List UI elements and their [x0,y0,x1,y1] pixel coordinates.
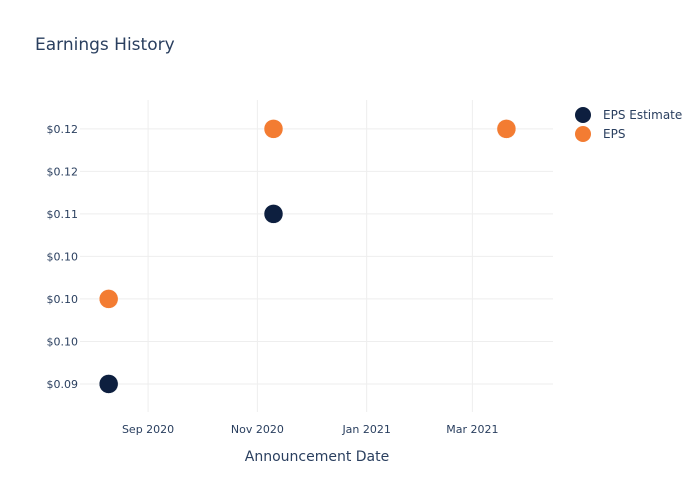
x-axis-title: Announcement Date [245,449,389,465]
grid-layer [80,100,553,412]
y-tick-label: $0.10 [47,250,79,263]
y-axis-ticks: $0.09 $0.10 $0.10 $0.10 $0.11 $0.12 $0.12 [47,123,79,391]
legend-marker [575,107,591,123]
legend[interactable]: EPS Estimate EPS [575,107,682,142]
y-tick-label: $0.12 [47,165,79,178]
legend-item[interactable]: EPS Estimate [575,107,682,123]
point-eps[interactable] [496,119,517,139]
point-eps-estimate[interactable] [263,204,284,224]
y-tick-label: $0.12 [47,123,79,136]
x-tick-label: Nov 2020 [231,423,284,436]
x-tick-label: Mar 2021 [446,423,498,436]
chart-title: Earnings History [35,35,175,55]
point-eps-estimate[interactable] [98,374,119,394]
legend-label: EPS Estimate [603,108,682,122]
x-tick-label: Sep 2020 [122,423,174,436]
y-tick-label: $0.09 [47,378,79,391]
data-points [98,119,517,394]
point-eps[interactable] [98,289,119,309]
x-axis-ticks: Sep 2020 Nov 2020 Jan 2021 Mar 2021 [122,423,499,436]
y-tick-label: $0.10 [47,293,79,306]
x-tick-label: Jan 2021 [341,423,390,436]
y-tick-label: $0.11 [47,208,79,221]
legend-marker [575,126,591,142]
point-eps[interactable] [263,119,284,139]
legend-item[interactable]: EPS [575,126,625,142]
y-tick-label: $0.10 [47,335,79,348]
legend-label: EPS [603,127,625,141]
